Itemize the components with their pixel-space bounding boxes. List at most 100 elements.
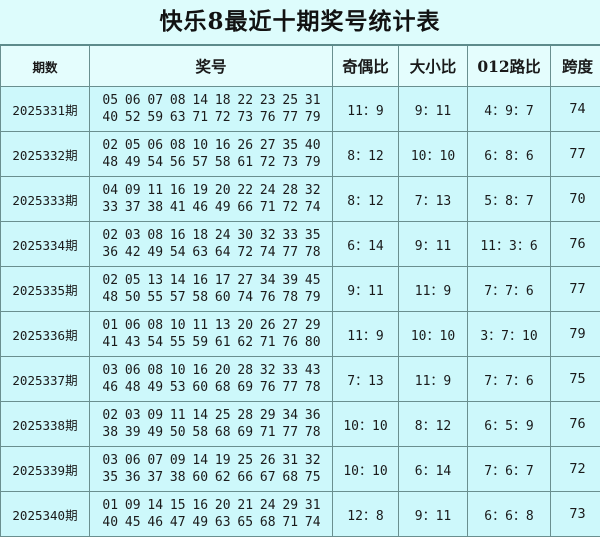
column-header-issue: 期数 — [1, 45, 90, 87]
lottery-number: 30 — [234, 228, 257, 243]
cell-odd-even: 11：9 — [333, 312, 399, 357]
lottery-number: 38 — [167, 470, 190, 485]
cell-big-small: 10：10 — [399, 132, 468, 177]
cell-big-small: 11：9 — [399, 357, 468, 402]
lottery-number: 06 — [122, 363, 145, 378]
lottery-number: 46 — [99, 380, 122, 395]
cell-big-small: 9：11 — [399, 492, 468, 537]
lottery-number: 50 — [167, 425, 190, 440]
lottery-number: 17 — [212, 273, 235, 288]
lottery-number: 58 — [189, 290, 212, 305]
lottery-number: 49 — [122, 155, 145, 170]
lottery-number: 63 — [212, 515, 235, 530]
cell-span: 74 — [551, 87, 600, 132]
cell-issue: 2025339期 — [1, 447, 90, 492]
lottery-number: 39 — [122, 425, 145, 440]
lottery-number: 33 — [279, 363, 302, 378]
lottery-number: 68 — [212, 425, 235, 440]
lottery-number: 14 — [189, 453, 212, 468]
lottery-number: 77 — [279, 110, 302, 125]
lottery-number: 11 — [144, 183, 167, 198]
lottery-number: 16 — [167, 183, 190, 198]
lottery-number: 73 — [234, 110, 257, 125]
lottery-number: 41 — [99, 335, 122, 350]
lottery-number: 55 — [167, 335, 190, 350]
lottery-number: 32 — [302, 183, 325, 198]
lottery-number: 38 — [99, 425, 122, 440]
cell-issue: 2025332期 — [1, 132, 90, 177]
cell-route012: 6：8：6 — [468, 132, 551, 177]
lottery-number: 76 — [279, 335, 302, 350]
lottery-number: 23 — [257, 93, 280, 108]
lottery-number: 77 — [279, 425, 302, 440]
lottery-number: 25 — [279, 93, 302, 108]
lottery-number: 49 — [144, 380, 167, 395]
lottery-number: 72 — [234, 245, 257, 260]
table-header-row: 期数 奖号 奇偶比 大小比 012路比 跨度 — [1, 45, 600, 87]
cell-big-small: 6：14 — [399, 447, 468, 492]
lottery-number: 40 — [99, 515, 122, 530]
cell-span: 75 — [551, 357, 600, 402]
lottery-number: 49 — [212, 200, 235, 215]
lottery-number: 02 — [99, 408, 122, 423]
lottery-number: 72 — [257, 155, 280, 170]
lottery-number: 10 — [167, 363, 190, 378]
cell-big-small: 10：10 — [399, 312, 468, 357]
lottery-number: 34 — [279, 408, 302, 423]
lottery-number: 01 — [99, 498, 122, 513]
lottery-number: 79 — [302, 290, 325, 305]
lottery-number: 76 — [257, 290, 280, 305]
cell-route012: 3：7：10 — [468, 312, 551, 357]
lottery-number: 26 — [234, 138, 257, 153]
cell-span: 77 — [551, 267, 600, 312]
lottery-number: 64 — [212, 245, 235, 260]
lottery-number: 66 — [234, 200, 257, 215]
lottery-number: 08 — [144, 228, 167, 243]
lottery-number: 59 — [144, 110, 167, 125]
lottery-number: 78 — [302, 245, 325, 260]
cell-big-small: 8：12 — [399, 402, 468, 447]
lottery-number: 72 — [279, 200, 302, 215]
lottery-number: 78 — [302, 425, 325, 440]
lottery-number: 16 — [167, 228, 190, 243]
cell-odd-even: 8：12 — [333, 177, 399, 222]
lottery-number: 55 — [144, 290, 167, 305]
cell-big-small: 9：11 — [399, 222, 468, 267]
lottery-number: 34 — [257, 273, 280, 288]
cell-odd-even: 7：13 — [333, 357, 399, 402]
lottery-number: 71 — [257, 335, 280, 350]
lottery-number: 07 — [144, 93, 167, 108]
lottery-number: 05 — [99, 93, 122, 108]
cell-route012: 6：5：9 — [468, 402, 551, 447]
lottery-number: 61 — [212, 335, 235, 350]
lottery-number: 69 — [234, 425, 257, 440]
lottery-number: 43 — [302, 363, 325, 378]
cell-route012: 11：3：6 — [468, 222, 551, 267]
lottery-number: 50 — [122, 290, 145, 305]
lottery-number: 41 — [167, 200, 190, 215]
lottery-number: 71 — [257, 200, 280, 215]
lottery-number: 26 — [257, 453, 280, 468]
cell-issue: 2025331期 — [1, 87, 90, 132]
lottery-number: 78 — [279, 290, 302, 305]
lottery-number: 63 — [189, 245, 212, 260]
lottery-number: 62 — [212, 470, 235, 485]
lottery-number: 45 — [302, 273, 325, 288]
cell-route012: 4：9：7 — [468, 87, 551, 132]
lottery-number: 63 — [167, 110, 190, 125]
lottery-number: 20 — [212, 363, 235, 378]
lottery-number: 46 — [189, 200, 212, 215]
lottery-number: 54 — [167, 245, 190, 260]
